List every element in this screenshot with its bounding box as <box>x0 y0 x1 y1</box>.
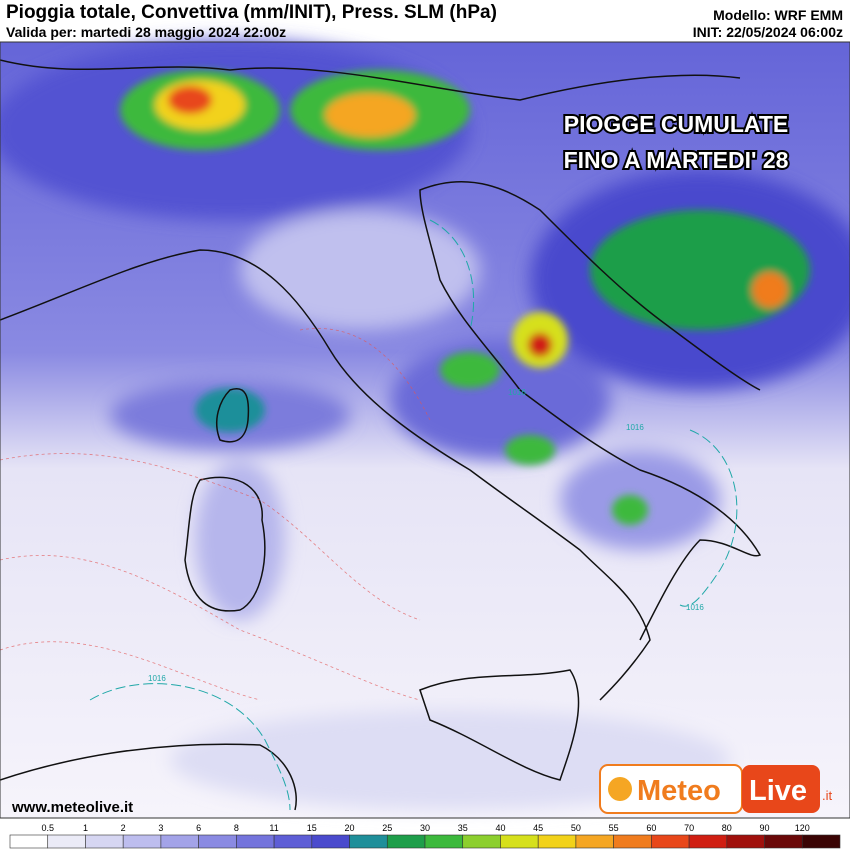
colorbar-box <box>273 834 313 849</box>
colorbar-box <box>386 834 426 849</box>
colorbar-label: 45 <box>533 823 543 833</box>
colorbar-box <box>688 834 728 849</box>
colorbar-label: 0.5 <box>41 823 54 833</box>
colorbar-label: 30 <box>420 823 430 833</box>
colorbar-label: 120 <box>795 823 810 833</box>
colorbar-box <box>160 834 199 849</box>
colorbar-label: 35 <box>458 823 468 833</box>
colorbar-box <box>122 834 162 849</box>
init-time: INIT: 22/05/2024 06:00z <box>693 24 843 40</box>
colorbar-box <box>726 834 765 849</box>
colorbar-label: 2 <box>121 823 126 833</box>
map: 1016 1016 1016 1016 <box>0 40 850 818</box>
colorbar-label: 11 <box>269 823 278 833</box>
colorbar-label: 50 <box>571 823 581 833</box>
colorbar-box <box>537 834 577 849</box>
colorbar-box <box>9 834 49 849</box>
title: Pioggia totale, Convettiva (mm/INIT), Pr… <box>6 2 497 23</box>
site-url: www.meteolive.it <box>11 799 133 816</box>
isobar-label: 1016 <box>148 674 166 683</box>
colorbar-box <box>47 834 86 849</box>
colorbar-box <box>651 834 690 849</box>
colorbar-label: 6 <box>196 823 201 833</box>
header-bg <box>0 0 850 42</box>
colorbar-label: 3 <box>158 823 163 833</box>
colorbar-label: 90 <box>760 823 770 833</box>
colorbar-box <box>424 834 464 849</box>
colorbar-label: 25 <box>382 823 392 833</box>
colorbar-label: 8 <box>234 823 239 833</box>
colorbar-box <box>85 834 124 849</box>
colorbar-box <box>575 834 614 849</box>
colorbar-box <box>462 834 501 849</box>
colorbar-label: 1 <box>83 823 88 833</box>
colorbar-box <box>198 834 237 849</box>
valid-time: Valida per: martedi 28 maggio 2024 22:00… <box>6 24 286 40</box>
colorbar-label: 55 <box>609 823 619 833</box>
colorbar-box <box>613 834 652 849</box>
isobar-label: 1016 <box>508 388 526 397</box>
model: Modello: WRF EMM <box>713 7 843 23</box>
colorbar-label: 20 <box>345 823 355 833</box>
overlay-text: FINO A MARTEDI' 28 <box>564 147 789 173</box>
colorbar-label: 80 <box>722 823 732 833</box>
overlay-text: PIOGGE CUMULATE <box>564 111 788 137</box>
colorbar-box <box>801 834 841 849</box>
colorbar-label: 70 <box>684 823 694 833</box>
colorbar-box <box>236 834 275 849</box>
logo-text: Live <box>749 775 807 807</box>
colorbar: 0.5 1 2 3 6 8 11 15 20 25 30 35 40 45 50 55 60 70 80 90 120 <box>9 823 841 849</box>
colorbar-label: 60 <box>646 823 656 833</box>
colorbar-box <box>764 834 803 849</box>
isobar-label: 1016 <box>686 603 704 612</box>
colorbar-box <box>349 834 388 849</box>
colorbar-box <box>311 834 350 849</box>
colorbar-box <box>500 834 539 849</box>
colorbar-label: 15 <box>307 823 317 833</box>
colorbar-label: 40 <box>495 823 505 833</box>
logo: Meteo Live .it <box>599 764 833 814</box>
isobar-label: 1016 <box>626 423 644 432</box>
logo-text: .it <box>822 788 833 803</box>
logo-text: Meteo <box>637 775 721 807</box>
